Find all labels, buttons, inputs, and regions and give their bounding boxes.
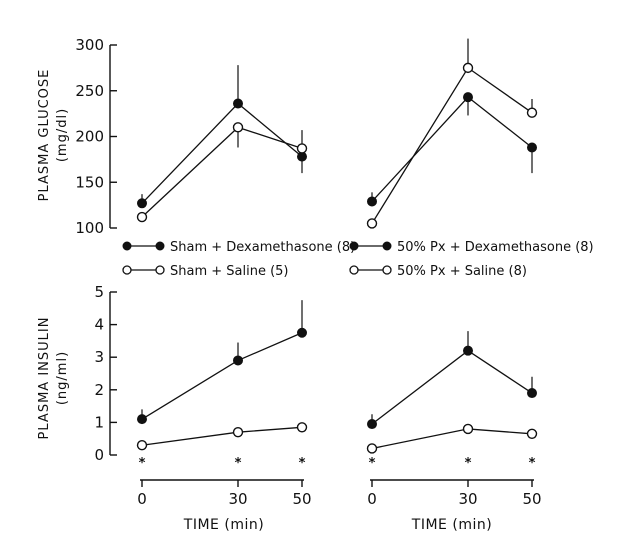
y-tick-label: 3: [94, 348, 104, 366]
x-tick-label: 30: [458, 490, 477, 508]
y-tick-label: 0: [94, 446, 104, 464]
y-tick-label: 200: [75, 128, 104, 146]
x-tick-label: 50: [292, 490, 311, 508]
data-point-filled: [297, 327, 307, 338]
data-point-filled: [527, 388, 537, 399]
data-point-open: [136, 211, 148, 223]
x-axis-title-right: TIME (min): [411, 517, 492, 533]
series-line-saline: [371, 66, 533, 224]
series-line-dexamethasone: [371, 349, 533, 425]
series-line-saline: [141, 426, 303, 446]
significance-star: *: [235, 456, 242, 471]
series-line-saline: [371, 428, 533, 450]
data-point-filled: [367, 196, 377, 207]
data-point-open: [136, 440, 148, 451]
data-point-open: [232, 426, 244, 438]
panel-glucose-sham: 100 150 200 250 300: [75, 36, 308, 237]
significance-star: *: [139, 456, 146, 471]
glucose-y-unit: (mg/dl): [55, 108, 70, 162]
panel-glucose-px: [366, 38, 538, 229]
insulin-y-unit: (ng/ml): [55, 351, 70, 405]
y-tick-label: 2: [94, 381, 104, 399]
data-point-open: [366, 218, 378, 229]
y-tick-label: 250: [75, 82, 104, 100]
legend-label: 50% Px + Saline (8): [397, 264, 527, 279]
y-tick-label: 100: [75, 219, 104, 237]
y-tick-label: 300: [75, 36, 104, 54]
significance-star: *: [369, 456, 376, 471]
data-point-open: [462, 62, 474, 74]
significance-star: *: [465, 456, 472, 471]
legend: Sham + Dexamethasone (8) 50% Px + Dexame…: [122, 240, 594, 279]
legend-label: Sham + Dexamethasone (8): [170, 240, 355, 255]
data-point-open: [232, 122, 244, 133]
legend-item-px-saline: 50% Px + Saline (8): [349, 264, 527, 279]
series-line-dexamethasone: [141, 102, 303, 204]
data-point-filled: [527, 142, 537, 153]
panel-insulin-sham: 0 1 2 3 4 5 * * * 0 30 50: [94, 283, 311, 508]
y-tick-label: 150: [75, 173, 104, 191]
data-point-filled: [233, 98, 243, 109]
legend-item-sham-saline: Sham + Saline (5): [122, 264, 289, 279]
data-point-filled: [137, 414, 147, 425]
data-point-filled: [137, 198, 147, 209]
data-point-open: [296, 422, 308, 433]
y-tick-label: 5: [94, 283, 104, 301]
legend-item-sham-dex: Sham + Dexamethasone (8): [122, 240, 355, 255]
series-line-saline: [141, 126, 303, 218]
data-point-open: [366, 443, 378, 454]
data-point-filled: [367, 419, 377, 430]
glucose-y-title: PLASMA GLUCOSE: [37, 69, 52, 202]
x-tick-label: 50: [522, 490, 541, 508]
significance-star: *: [529, 456, 536, 471]
x-tick-label: 0: [137, 490, 147, 508]
x-axis-title-left: TIME (min): [183, 517, 264, 533]
data-point-open: [462, 423, 474, 435]
series-line-dexamethasone: [141, 332, 303, 420]
data-point-open: [526, 107, 538, 118]
insulin-y-title: PLASMA INSULIN: [37, 317, 52, 440]
data-point-filled: [463, 345, 473, 356]
data-point-open: [296, 143, 308, 154]
significance-star: *: [299, 456, 306, 471]
data-point-filled: [463, 92, 473, 103]
data-point-open: [526, 428, 538, 440]
x-tick-label: 0: [367, 490, 377, 508]
data-point-filled: [233, 355, 243, 366]
panel-insulin-px: * * * 0 30 50: [366, 331, 542, 508]
series-line-dexamethasone: [371, 96, 533, 202]
y-tick-label: 1: [94, 413, 104, 431]
legend-label: 50% Px + Dexamethasone (8): [397, 240, 594, 255]
legend-label: Sham + Saline (5): [170, 264, 289, 279]
x-tick-label: 30: [228, 490, 247, 508]
y-tick-label: 4: [94, 316, 104, 334]
legend-item-px-dex: 50% Px + Dexamethasone (8): [349, 240, 594, 255]
